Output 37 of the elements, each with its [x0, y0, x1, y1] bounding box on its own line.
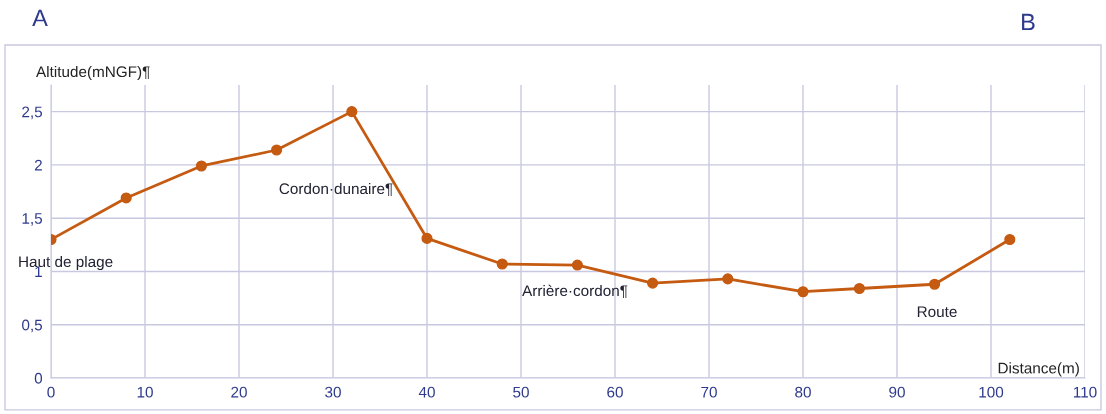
x-tick-label: 20: [231, 386, 247, 398]
y-tick-label: 2: [34, 159, 42, 171]
annotation: Cordon·dunaire¶: [279, 182, 393, 196]
x-tick-label: 80: [795, 386, 811, 398]
x-tick-label: 0: [47, 386, 55, 398]
text: B: [1022, 13, 1035, 31]
point: [722, 273, 734, 285]
annotation: Route: [917, 306, 957, 318]
x-tick-label: 60: [607, 386, 623, 398]
point: [929, 278, 941, 290]
point: [120, 192, 132, 204]
y-tick-label: 1,5: [22, 213, 43, 226]
point: [797, 286, 809, 298]
x-tick-label: 90: [889, 386, 905, 398]
x-tick-label: 110: [1073, 386, 1097, 398]
y-tick-label: 0: [34, 372, 43, 384]
x-tick-label: 40: [418, 386, 435, 398]
y-tick-label: 0,5: [22, 319, 43, 333]
point: [346, 106, 358, 118]
x-tick-label: 50: [513, 386, 529, 398]
x-tick-label: 10: [137, 386, 153, 398]
point: [421, 232, 433, 244]
annotation: Arrière·cordon¶: [522, 284, 628, 298]
point: [195, 160, 207, 172]
x-axis-title: Distance(m): [998, 362, 1079, 377]
point: [571, 259, 583, 271]
point: [647, 277, 659, 289]
point: [496, 258, 508, 270]
x-tick-label: 70: [701, 386, 717, 398]
point: [1004, 233, 1016, 246]
text: A: [32, 9, 48, 27]
x-tick-label: 30: [325, 386, 341, 398]
point: [853, 282, 865, 295]
x-tick-label: 100: [979, 386, 1004, 398]
y-axis-title: Altitude(mNGF)¶: [36, 65, 150, 81]
y-tick-label: 2,5: [22, 106, 43, 120]
point: [271, 144, 283, 156]
